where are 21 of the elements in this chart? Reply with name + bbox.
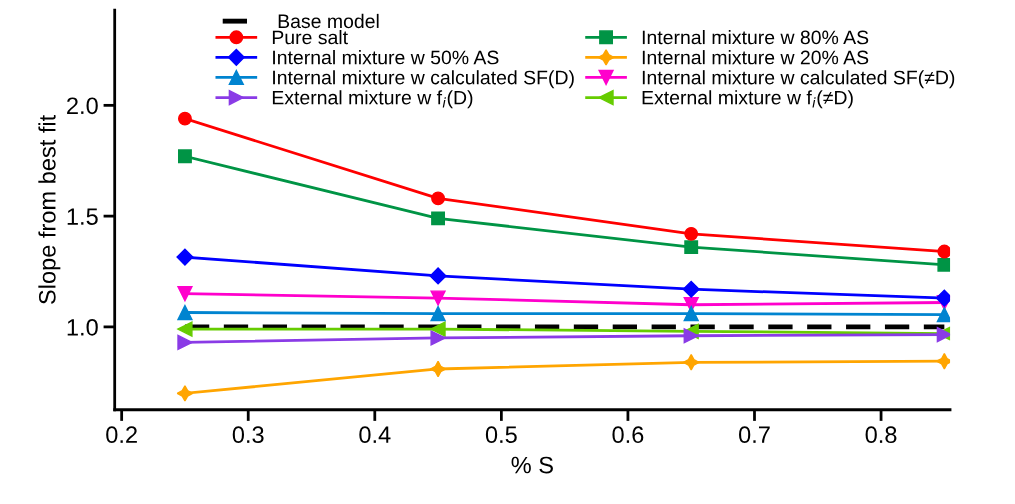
y-axis-title: Slope from best fit: [38, 114, 61, 304]
legend-label: External mixture w f$_{i}$(≠D): [642, 90, 853, 109]
x-tick-label: 0.2: [106, 426, 137, 444]
x-tick-label: 0.4: [359, 426, 391, 444]
x-tick-label: 0.5: [485, 426, 517, 444]
x-tick-label: 0.7: [739, 426, 770, 444]
x-tick-label: 0.3: [232, 426, 264, 444]
legend-label: Internal mixture w 50% AS: [273, 50, 499, 65]
legend-label: Internal mixture w 20% AS: [642, 50, 869, 65]
legend-label: Internal mixture w calculated SF(≠D): [642, 70, 955, 89]
legend-label: External mixture w f$_{i}$(D): [272, 90, 473, 109]
x-tick-label: 0.8: [865, 426, 897, 444]
x-tick-label: 0.6: [612, 426, 644, 444]
y-tick-label: 2.0: [67, 97, 98, 115]
y-tick-label: 1.5: [67, 208, 98, 225]
legend-label: Pure salt: [272, 30, 348, 45]
legend-label: Internal mixture w calculated SF(D): [273, 70, 574, 89]
y-tick-label: 1.0: [67, 318, 98, 336]
legend-label: Internal mixture w 80% AS: [642, 30, 869, 45]
legend-label: Base model: [278, 13, 379, 29]
x-axis-title: % S: [511, 456, 553, 474]
